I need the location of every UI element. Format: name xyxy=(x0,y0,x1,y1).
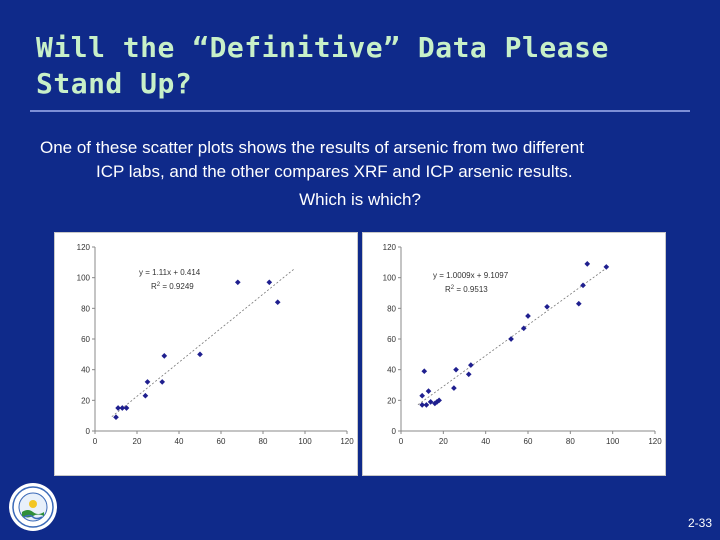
y-tick-label: 60 xyxy=(387,335,396,344)
y-tick-label: 60 xyxy=(81,335,90,344)
data-point xyxy=(425,388,432,394)
scatter-plot-right: 0 20 40 60 80 100 120 0 20 40 60 80 100 120 y = 1.0009… xyxy=(383,243,663,446)
y-tick-label: 20 xyxy=(387,396,396,405)
data-point xyxy=(123,405,130,411)
data-point xyxy=(159,379,166,385)
data-point xyxy=(584,261,591,267)
data-point xyxy=(161,353,168,359)
regression-equation: y = 1.0009x + 9.1097 xyxy=(433,271,509,280)
x-tick-label: 60 xyxy=(217,437,226,446)
data-point xyxy=(419,392,425,399)
slide-title: Will the “Definitive” Data Please Stand … xyxy=(36,31,609,100)
r-squared-label: R2 = 0.9249 xyxy=(151,282,194,291)
data-point xyxy=(520,325,527,332)
y-tick-label: 120 xyxy=(383,243,397,252)
y-tick-label: 80 xyxy=(387,304,396,313)
x-tick-label: 120 xyxy=(648,437,662,446)
intro-line-1: One of these scatter plots shows the res… xyxy=(40,138,584,157)
data-point xyxy=(525,313,531,319)
x-tick-label: 0 xyxy=(93,437,98,446)
y-tick-label: 100 xyxy=(383,274,397,283)
data-point xyxy=(266,279,273,286)
x-tick-label: 40 xyxy=(481,437,490,446)
data-point xyxy=(580,282,586,289)
data-point xyxy=(451,385,457,391)
data-point xyxy=(465,371,472,378)
trendline xyxy=(417,266,609,406)
x-tick-label: 40 xyxy=(175,437,184,446)
data-point xyxy=(427,399,434,405)
y-tick-label: 0 xyxy=(86,427,91,436)
y-tick-label: 0 xyxy=(392,427,397,436)
data-point xyxy=(544,303,550,310)
data-point xyxy=(575,300,582,307)
y-tick-label: 40 xyxy=(81,366,90,375)
x-tick-label: 100 xyxy=(606,437,620,446)
y-tick-label: 40 xyxy=(387,366,396,375)
data-point xyxy=(113,414,119,421)
question-text: Which is which? xyxy=(299,190,421,209)
intro-text: One of these scatter plots shows the res… xyxy=(40,136,700,184)
data-point xyxy=(508,336,514,342)
epa-seal-icon xyxy=(9,483,57,531)
data-point xyxy=(119,405,126,411)
x-tick-label: 60 xyxy=(524,437,533,446)
title-divider xyxy=(30,110,690,112)
scatter-plot-left: 0 20 40 60 80 100 120 0 20 40 60 80 100 120 y = 1.11x … xyxy=(77,243,355,446)
scatter-panel-right: 0 20 40 60 80 100 120 0 20 40 60 80 100 120 y = 1.0009… xyxy=(362,232,666,476)
data-point xyxy=(197,351,203,358)
regression-equation: y = 1.11x + 0.414 xyxy=(139,268,201,277)
data-point xyxy=(421,368,428,375)
r-squared-label: R2 = 0.9513 xyxy=(445,285,488,294)
y-tick-label: 100 xyxy=(77,274,91,283)
x-tick-label: 100 xyxy=(298,437,312,446)
x-tick-label: 20 xyxy=(439,437,448,446)
data-point xyxy=(144,379,151,385)
scatter-panel-left: 0 20 40 60 80 100 120 0 20 40 60 80 100 120 y = 1.11x … xyxy=(54,232,358,476)
data-point xyxy=(142,392,149,399)
data-point xyxy=(274,299,281,306)
x-tick-label: 80 xyxy=(259,437,268,446)
y-tick-label: 120 xyxy=(77,243,91,252)
data-point xyxy=(468,362,474,368)
x-tick-label: 120 xyxy=(340,437,354,446)
data-point xyxy=(419,402,425,408)
x-tick-label: 20 xyxy=(133,437,142,446)
trendline xyxy=(111,268,295,418)
x-tick-label: 80 xyxy=(566,437,575,446)
intro-line-2: ICP labs, and the other compares XRF and… xyxy=(96,162,573,181)
data-point xyxy=(453,366,459,373)
data-point xyxy=(436,397,442,404)
slide-number: 2-33 xyxy=(687,516,712,530)
y-tick-label: 20 xyxy=(81,396,90,405)
x-tick-label: 0 xyxy=(399,437,404,446)
y-tick-label: 80 xyxy=(81,304,90,313)
data-point xyxy=(234,279,241,286)
data-point xyxy=(423,402,430,408)
data-point xyxy=(603,264,610,270)
